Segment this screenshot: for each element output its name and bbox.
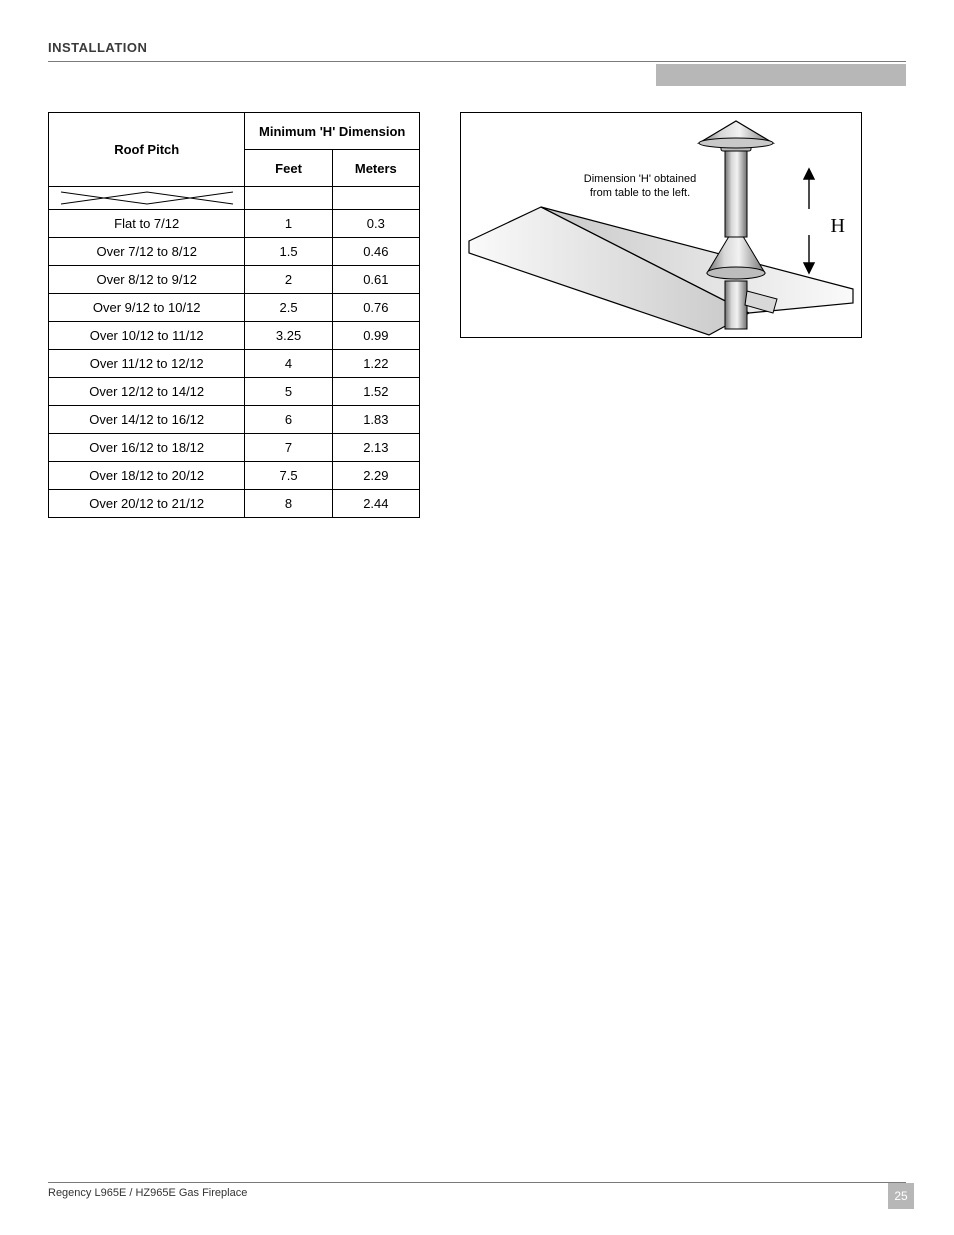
cell-ft: 1.5 xyxy=(245,238,332,266)
th-meters: Meters xyxy=(332,150,419,187)
empty-cell xyxy=(332,187,419,210)
table-row: Over 20/12 to 21/1282.44 xyxy=(49,490,420,518)
th-roof-pitch: Roof Pitch xyxy=(49,113,245,187)
cell-ft: 4 xyxy=(245,350,332,378)
cell-ft: 7 xyxy=(245,434,332,462)
cell-pitch: Over 8/12 to 9/12 xyxy=(49,266,245,294)
footer-rule xyxy=(48,1182,906,1183)
table-row: Over 16/12 to 18/1272.13 xyxy=(49,434,420,462)
cell-pitch: Over 9/12 to 10/12 xyxy=(49,294,245,322)
header-rule xyxy=(48,61,906,62)
table-row: Over 12/12 to 14/1251.52 xyxy=(49,378,420,406)
cell-pitch: Over 7/12 to 8/12 xyxy=(49,238,245,266)
empty-cell xyxy=(245,187,332,210)
table-row: Over 7/12 to 8/121.50.46 xyxy=(49,238,420,266)
cell-pitch: Flat to 7/12 xyxy=(49,210,245,238)
cell-ft: 7.5 xyxy=(245,462,332,490)
table-row: Flat to 7/1210.3 xyxy=(49,210,420,238)
cell-m: 0.3 xyxy=(332,210,419,238)
roof-pitch-table: Roof Pitch Minimum 'H' Dimension Feet Me… xyxy=(48,112,420,518)
diagram-caption: Dimension 'H' obtained from table to the… xyxy=(579,173,701,201)
cell-ft: 5 xyxy=(245,378,332,406)
page-footer: Regency L965E / HZ965E Gas Fireplace xyxy=(48,1182,906,1199)
cell-m: 1.52 xyxy=(332,378,419,406)
cell-ft: 3.25 xyxy=(245,322,332,350)
cell-pitch: Over 11/12 to 12/12 xyxy=(49,350,245,378)
diagram-caption-l2: from table to the left. xyxy=(590,187,690,199)
cell-m: 1.83 xyxy=(332,406,419,434)
cell-m: 0.76 xyxy=(332,294,419,322)
cell-pitch: Over 14/12 to 16/12 xyxy=(49,406,245,434)
th-min-h: Minimum 'H' Dimension xyxy=(245,113,420,150)
cell-pitch: Over 16/12 to 18/12 xyxy=(49,434,245,462)
footer-product: Regency L965E / HZ965E Gas Fireplace xyxy=(48,1187,247,1199)
cell-m: 2.44 xyxy=(332,490,419,518)
cell-ft: 8 xyxy=(245,490,332,518)
header-band xyxy=(48,64,906,86)
cell-m: 0.46 xyxy=(332,238,419,266)
diagram-h-label: H xyxy=(831,215,845,238)
cell-ft: 2.5 xyxy=(245,294,332,322)
section-title: INSTALLATION xyxy=(48,40,906,55)
table-row: Over 14/12 to 16/1261.83 xyxy=(49,406,420,434)
cell-pitch: Over 10/12 to 11/12 xyxy=(49,322,245,350)
cell-ft: 1 xyxy=(245,210,332,238)
cell-pitch: Over 12/12 to 14/12 xyxy=(49,378,245,406)
pitch-x-graphic xyxy=(49,187,245,210)
cell-m: 0.99 xyxy=(332,322,419,350)
cell-m: 2.13 xyxy=(332,434,419,462)
cell-ft: 2 xyxy=(245,266,332,294)
table-row: Over 9/12 to 10/122.50.76 xyxy=(49,294,420,322)
roof-vent-diagram: Dimension 'H' obtained from table to the… xyxy=(460,112,862,338)
cell-pitch: Over 20/12 to 21/12 xyxy=(49,490,245,518)
cell-ft: 6 xyxy=(245,406,332,434)
th-feet: Feet xyxy=(245,150,332,187)
cell-m: 0.61 xyxy=(332,266,419,294)
page-number: 25 xyxy=(888,1183,914,1209)
cell-pitch: Over 18/12 to 20/12 xyxy=(49,462,245,490)
cell-m: 2.29 xyxy=(332,462,419,490)
cell-m: 1.22 xyxy=(332,350,419,378)
table-row: Over 10/12 to 11/123.250.99 xyxy=(49,322,420,350)
table-row: Over 8/12 to 9/1220.61 xyxy=(49,266,420,294)
header-grey-block xyxy=(656,64,906,86)
table-row: Over 11/12 to 12/1241.22 xyxy=(49,350,420,378)
table-body: Flat to 7/1210.3 Over 7/12 to 8/121.50.4… xyxy=(49,210,420,518)
table-row: Over 18/12 to 20/127.52.29 xyxy=(49,462,420,490)
diagram-caption-l1: Dimension 'H' obtained xyxy=(584,173,696,185)
